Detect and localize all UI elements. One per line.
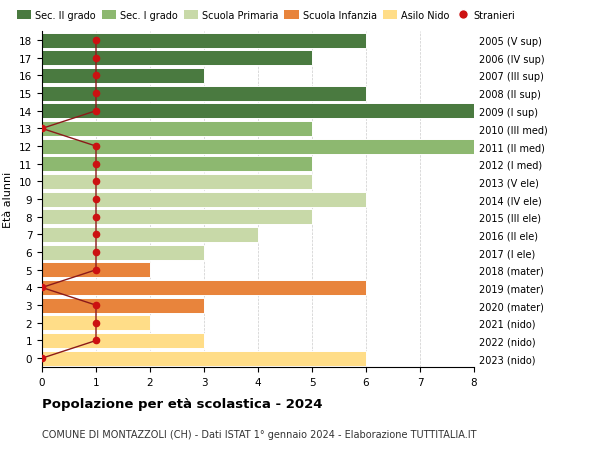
Text: Popolazione per età scolastica - 2024: Popolazione per età scolastica - 2024 — [42, 397, 323, 410]
Bar — [42, 228, 258, 242]
Bar — [42, 333, 204, 348]
Bar — [42, 86, 366, 101]
Bar — [42, 34, 366, 49]
Bar — [42, 51, 312, 66]
Bar — [42, 245, 204, 260]
Bar — [42, 192, 366, 207]
Bar — [42, 280, 366, 295]
Bar — [42, 263, 150, 278]
Text: COMUNE DI MONTAZZOLI (CH) - Dati ISTAT 1° gennaio 2024 - Elaborazione TUTTITALIA: COMUNE DI MONTAZZOLI (CH) - Dati ISTAT 1… — [42, 429, 476, 439]
Bar — [42, 122, 312, 137]
Bar — [42, 298, 204, 313]
Bar — [42, 351, 366, 366]
Bar — [42, 174, 312, 190]
Bar — [42, 316, 150, 330]
Bar — [42, 139, 501, 154]
Bar — [42, 210, 312, 225]
Bar — [42, 157, 312, 172]
Legend: Sec. II grado, Sec. I grado, Scuola Primaria, Scuola Infanzia, Asilo Nido, Stran: Sec. II grado, Sec. I grado, Scuola Prim… — [17, 11, 515, 21]
Bar — [42, 104, 501, 119]
Y-axis label: Età alunni: Età alunni — [4, 172, 13, 228]
Bar — [42, 69, 204, 84]
